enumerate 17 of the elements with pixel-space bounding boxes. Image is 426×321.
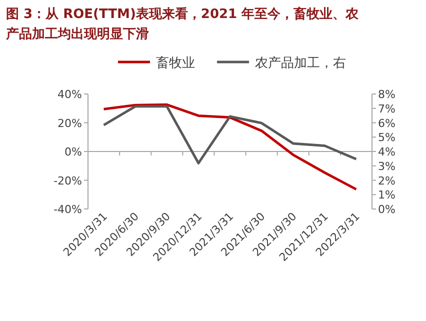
y2-tick-label: 4%	[378, 146, 396, 158]
y-tick-label: 0%	[64, 146, 82, 158]
y2-tick-label: 8%	[378, 88, 396, 101]
y-tick-label: -40%	[54, 203, 82, 216]
y2-tick-label: 5%	[378, 131, 396, 144]
y-tick-label: 40%	[58, 88, 82, 101]
y-tick-label: -20%	[54, 174, 82, 188]
y2-tick-label: 3%	[378, 160, 396, 173]
y-tick-label: 20%	[58, 116, 82, 130]
y2-tick-label: 1%	[378, 188, 396, 202]
title: 图 3：从 ROE(TTM)表现来看，2021 年至今，畜牧业、农产品加工均出现明显下滑	[6, 7, 359, 42]
legend-label: 农产品加工，右	[255, 56, 346, 71]
legend-label: 畜牧业	[156, 55, 195, 71]
y2-tick-label: 7%	[378, 102, 396, 116]
y2-tick-label: 0%	[378, 203, 396, 216]
y2-tick-label: 6%	[378, 116, 396, 130]
y2-tick-label: 2%	[378, 174, 396, 188]
